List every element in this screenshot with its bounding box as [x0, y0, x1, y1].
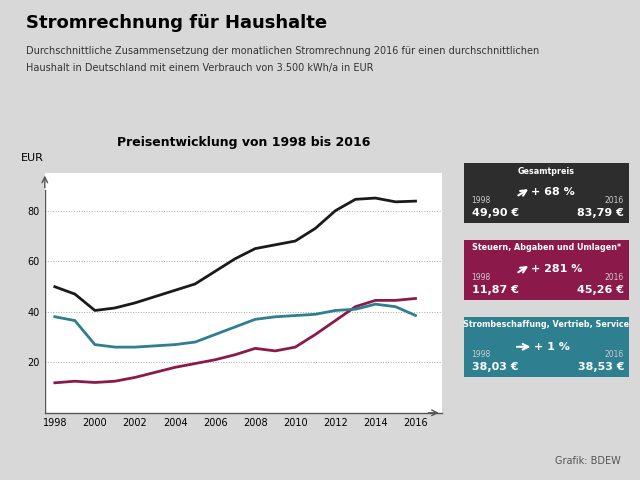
Text: 2016: 2016 — [605, 273, 624, 282]
Text: EUR: EUR — [21, 153, 44, 163]
Text: 2016: 2016 — [605, 349, 624, 359]
Text: Grafik: BDEW: Grafik: BDEW — [555, 456, 621, 466]
Text: 1998: 1998 — [472, 273, 491, 282]
Text: 38,03 €: 38,03 € — [472, 362, 518, 372]
Text: Gesamtpreis: Gesamtpreis — [518, 167, 575, 176]
Text: Strombeschaffung, Vertrieb, Service: Strombeschaffung, Vertrieb, Service — [463, 320, 630, 329]
Text: Durchschnittliche Zusammensetzung der monatlichen Stromrechnung 2016 für einen d: Durchschnittliche Zusammensetzung der mo… — [26, 46, 539, 56]
Text: + 68 %: + 68 % — [531, 187, 575, 197]
Text: 2016: 2016 — [605, 196, 624, 205]
Text: Stromrechnung für Haushalte: Stromrechnung für Haushalte — [26, 14, 327, 33]
Text: 49,90 €: 49,90 € — [472, 208, 519, 218]
Text: 1998: 1998 — [472, 349, 491, 359]
Text: 11,87 €: 11,87 € — [472, 285, 518, 295]
Text: 1998: 1998 — [472, 196, 491, 205]
Text: Haushalt in Deutschland mit einem Verbrauch von 3.500 kWh/a in EUR: Haushalt in Deutschland mit einem Verbra… — [26, 63, 373, 73]
Text: 38,53 €: 38,53 € — [577, 362, 624, 372]
Text: + 281 %: + 281 % — [531, 264, 583, 274]
Text: + 1 %: + 1 % — [534, 342, 570, 352]
Text: 83,79 €: 83,79 € — [577, 208, 624, 218]
Text: 45,26 €: 45,26 € — [577, 285, 624, 295]
Text: Steuern, Abgaben und Umlagen*: Steuern, Abgaben und Umlagen* — [472, 243, 621, 252]
Text: Preisentwicklung von 1998 bis 2016: Preisentwicklung von 1998 bis 2016 — [116, 136, 370, 149]
